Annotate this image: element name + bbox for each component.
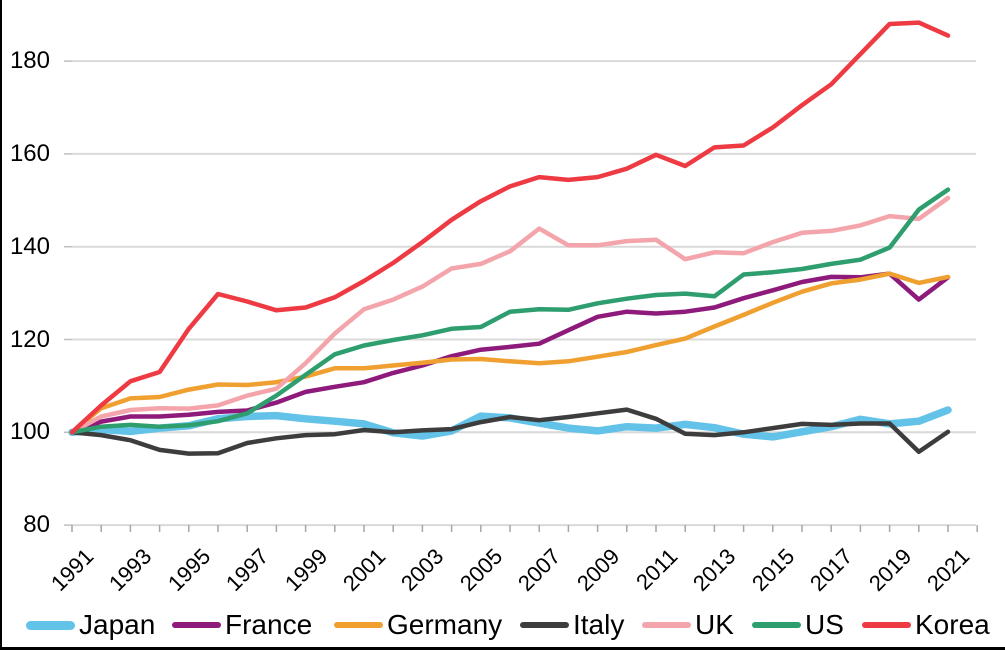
series-line-germany xyxy=(69,271,951,435)
series-line-italy xyxy=(69,407,951,456)
legend-line-swatch-us xyxy=(752,622,801,628)
legend-item-korea: Korea xyxy=(862,604,990,646)
legend-item-japan: Japan xyxy=(26,604,155,646)
series-line-us xyxy=(69,187,951,435)
legend-label-france: France xyxy=(225,609,313,640)
legend-line-swatch-italy xyxy=(520,622,569,628)
legend-item-germany: Germany xyxy=(334,604,502,646)
legend-label-korea: Korea xyxy=(915,609,990,640)
series-line-korea xyxy=(69,20,951,435)
legend-label-us: US xyxy=(805,609,844,640)
legend-line-swatch-germany xyxy=(334,622,383,628)
legend-line-swatch-korea xyxy=(862,622,911,628)
legend-item-italy: Italy xyxy=(520,604,624,646)
y-axis-label-140: 140 xyxy=(9,232,50,260)
y-axis-label-80: 80 xyxy=(23,511,50,539)
legend-label-uk: UK xyxy=(695,609,734,640)
y-axis-label-100: 100 xyxy=(9,418,50,446)
legend-label-italy: Italy xyxy=(573,609,625,640)
legend-item-france: France xyxy=(172,604,312,646)
legend-item-us: US xyxy=(752,604,844,646)
legend-line-swatch-france xyxy=(172,622,221,628)
series-line-france xyxy=(69,271,951,435)
legend-item-uk: UK xyxy=(642,604,734,646)
legend: Japan France Germany Italy UK US Korea xyxy=(2,604,1005,646)
legend-line-swatch-japan xyxy=(26,620,75,630)
y-axis-label-180: 180 xyxy=(9,47,50,75)
y-axis-label-160: 160 xyxy=(9,139,50,167)
legend-label-japan: Japan xyxy=(79,609,156,640)
y-axis-label-120: 120 xyxy=(9,325,50,353)
legend-label-germany: Germany xyxy=(387,609,503,640)
legend-line-swatch-uk xyxy=(642,622,691,628)
series-line-uk xyxy=(69,195,951,435)
